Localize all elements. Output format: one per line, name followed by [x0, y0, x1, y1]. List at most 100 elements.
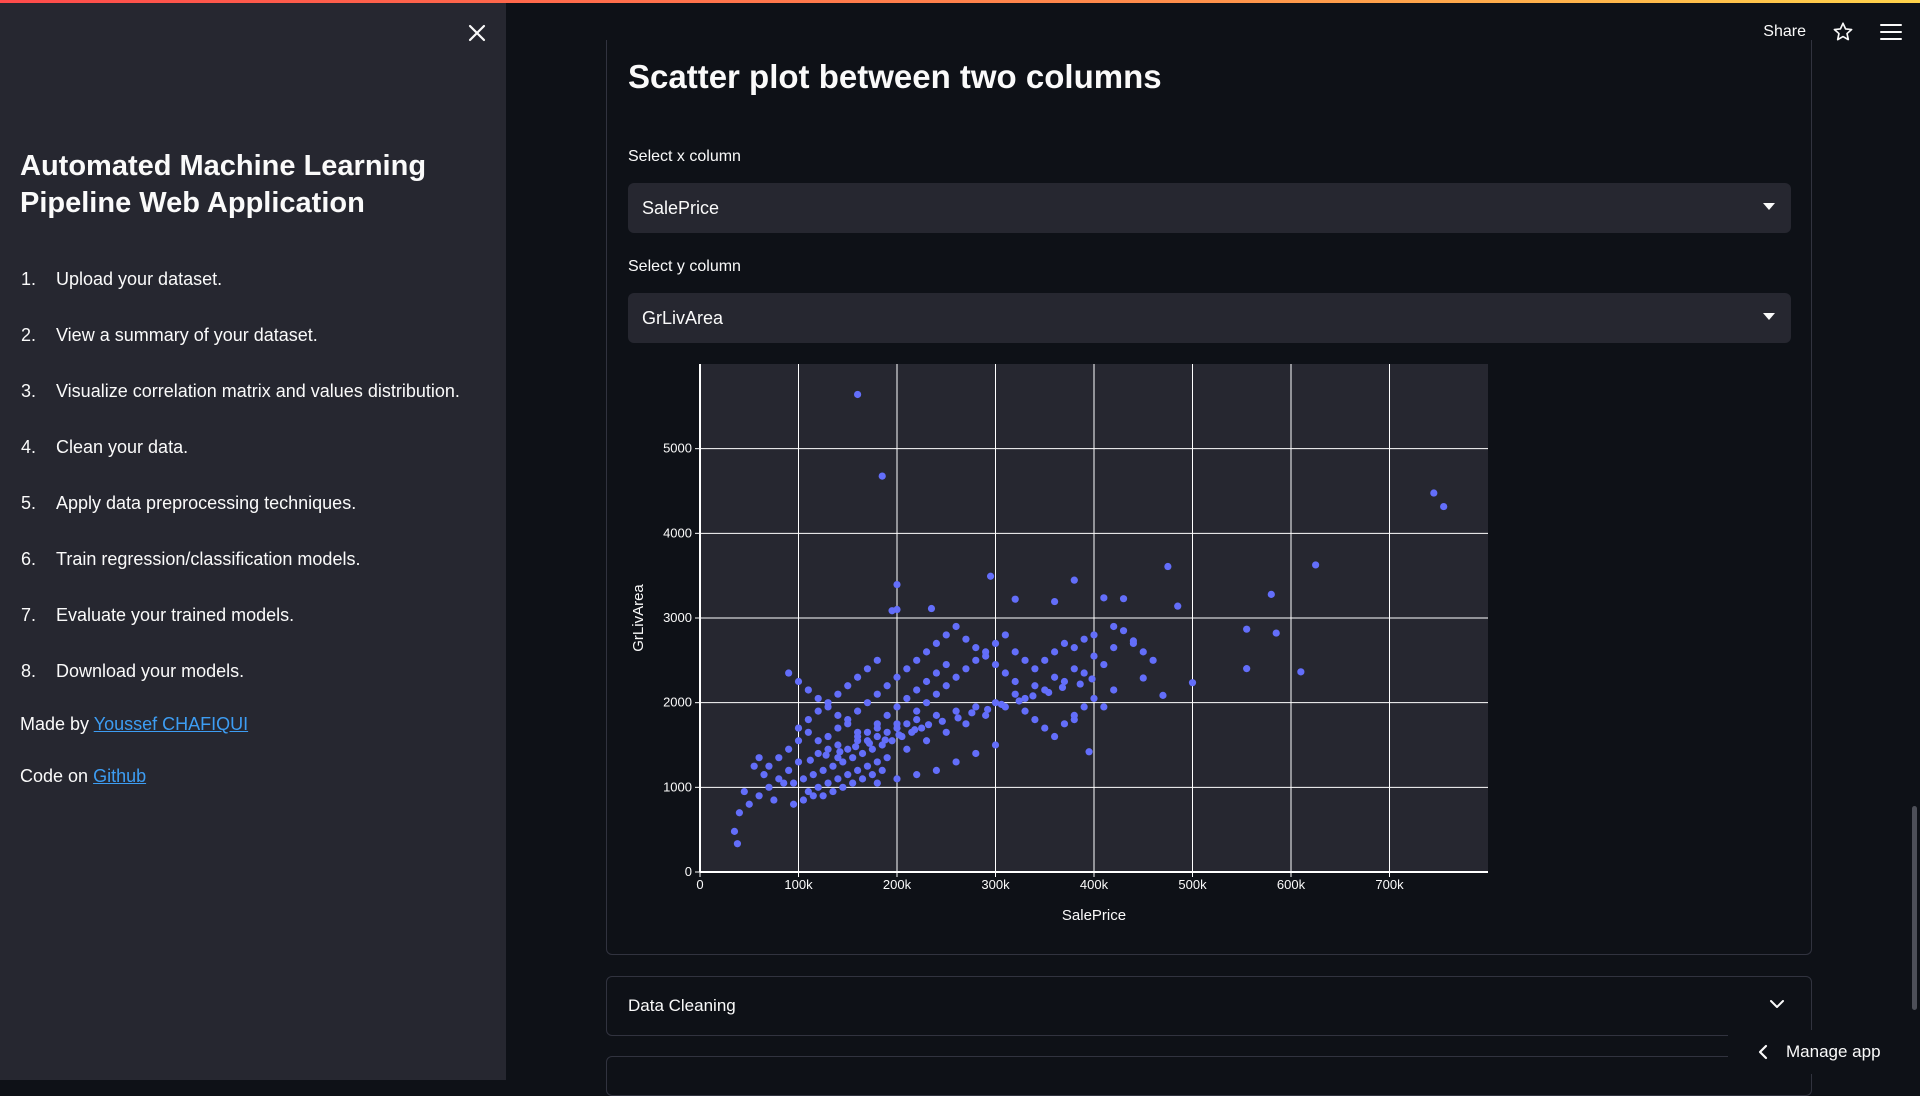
chevron-down-icon — [1770, 1000, 1784, 1008]
data-point — [982, 648, 990, 656]
data-point — [1267, 590, 1275, 598]
x-tick-label: 0 — [696, 877, 703, 892]
y-axis-title: GrLivArea — [630, 584, 647, 652]
data-point — [1076, 680, 1084, 688]
data-point — [730, 827, 739, 835]
data-point — [849, 779, 857, 787]
data-point — [962, 720, 970, 728]
github-link[interactable]: Github — [93, 766, 147, 786]
code-line: Code on Github — [20, 763, 146, 789]
data-point — [922, 677, 931, 686]
next-expander[interactable] — [606, 1056, 1812, 1096]
data-point — [804, 728, 812, 736]
step-item: 6. Train regression/classification models… — [20, 542, 490, 598]
step-text: Apply data preprocessing techniques. — [56, 493, 357, 513]
data-point — [913, 686, 921, 694]
data-point — [1051, 597, 1059, 606]
data-point — [822, 751, 830, 759]
step-number: 3. — [20, 381, 36, 401]
data-point — [1159, 691, 1167, 699]
data-point — [794, 677, 803, 686]
x-column-select[interactable]: SalePrice — [628, 183, 1791, 233]
data-point — [1051, 648, 1059, 656]
y-tick-label: 4000 — [663, 525, 692, 540]
data-point — [1119, 627, 1128, 635]
data-point — [794, 724, 803, 732]
data-point — [1051, 732, 1059, 741]
data-point — [895, 731, 903, 739]
step-number: 4. — [20, 437, 36, 457]
close-sidebar-button[interactable] — [464, 20, 490, 46]
data-point — [852, 743, 860, 751]
data-point — [745, 800, 753, 808]
step-item: 5. Apply data preprocessing techniques. — [20, 486, 490, 542]
data-point — [844, 682, 852, 690]
data-point — [844, 720, 852, 728]
data-point — [1031, 716, 1039, 724]
data-point — [878, 766, 886, 774]
header-toolbar: Share — [1763, 10, 1920, 54]
section-title: Scatter plot between two columns — [628, 58, 1162, 95]
x-column-value: SalePrice — [642, 197, 720, 218]
data-point — [765, 783, 773, 791]
step-text: Evaluate your trained models. — [56, 605, 295, 625]
author-link[interactable]: Youssef CHAFIQUI — [93, 714, 249, 734]
data-point — [834, 754, 842, 762]
data-point — [834, 711, 842, 719]
data-point — [873, 732, 881, 741]
x-tick-label: 300k — [981, 877, 1010, 892]
data-point — [1430, 489, 1438, 497]
step-item: 3. Visualize correlation matrix and value… — [20, 374, 490, 430]
manage-app-button[interactable]: Manage app — [1728, 1030, 1920, 1074]
share-button[interactable]: Share — [1763, 23, 1806, 40]
data-point — [1100, 594, 1108, 602]
data-point — [809, 792, 817, 800]
data-point — [1021, 656, 1029, 664]
data-point — [824, 703, 832, 711]
data-point — [775, 775, 783, 783]
y-column-select[interactable]: GrLivArea — [628, 293, 1791, 343]
step-number: 8. — [20, 661, 36, 681]
step-text: View a summary of your dataset. — [56, 325, 318, 345]
data-point — [814, 749, 822, 758]
data-point — [1149, 656, 1157, 664]
data-point — [893, 673, 901, 681]
data-point — [1110, 644, 1118, 652]
data-point — [893, 605, 901, 614]
data-point — [824, 779, 832, 787]
data-point — [1090, 631, 1098, 639]
data-cleaning-expander[interactable]: Data Cleaning — [606, 976, 1812, 1036]
data-point — [972, 656, 980, 664]
x-tick-label: 600k — [1277, 877, 1306, 892]
data-point — [814, 694, 822, 703]
data-point — [932, 639, 940, 647]
data-point — [1100, 660, 1108, 669]
data-point — [863, 728, 872, 736]
steps-list: 1. Upload your dataset. 2. View a summary o… — [20, 262, 490, 710]
data-point — [868, 771, 876, 779]
main-menu-button[interactable] — [1876, 17, 1906, 47]
data-point — [972, 703, 980, 711]
data-point — [1001, 631, 1009, 639]
data-point — [873, 656, 881, 664]
data-point — [804, 716, 812, 724]
data-point — [1021, 707, 1029, 715]
y-column-label: Select y column — [628, 258, 741, 275]
data-point — [1088, 675, 1096, 683]
data-point — [785, 669, 793, 677]
data-point — [863, 762, 872, 770]
data-point — [1080, 635, 1088, 643]
data-point — [903, 694, 911, 703]
x-tick-label: 400k — [1080, 877, 1109, 892]
data-point — [991, 660, 1000, 669]
data-point — [893, 724, 901, 732]
scatter-chart[interactable]: 0 100k 200k 300k 400k 500k 600k 700k 0 1000 2000 30… — [628, 362, 1488, 934]
x-axis-title: SalePrice — [1062, 907, 1126, 924]
scrollbar-thumb[interactable] — [1912, 806, 1917, 1010]
data-point — [854, 707, 862, 715]
made-by-prefix: Made by — [20, 714, 94, 734]
data-point — [873, 720, 881, 728]
data-point — [1058, 683, 1067, 692]
favorite-button[interactable] — [1828, 17, 1858, 47]
data-point — [839, 758, 847, 766]
